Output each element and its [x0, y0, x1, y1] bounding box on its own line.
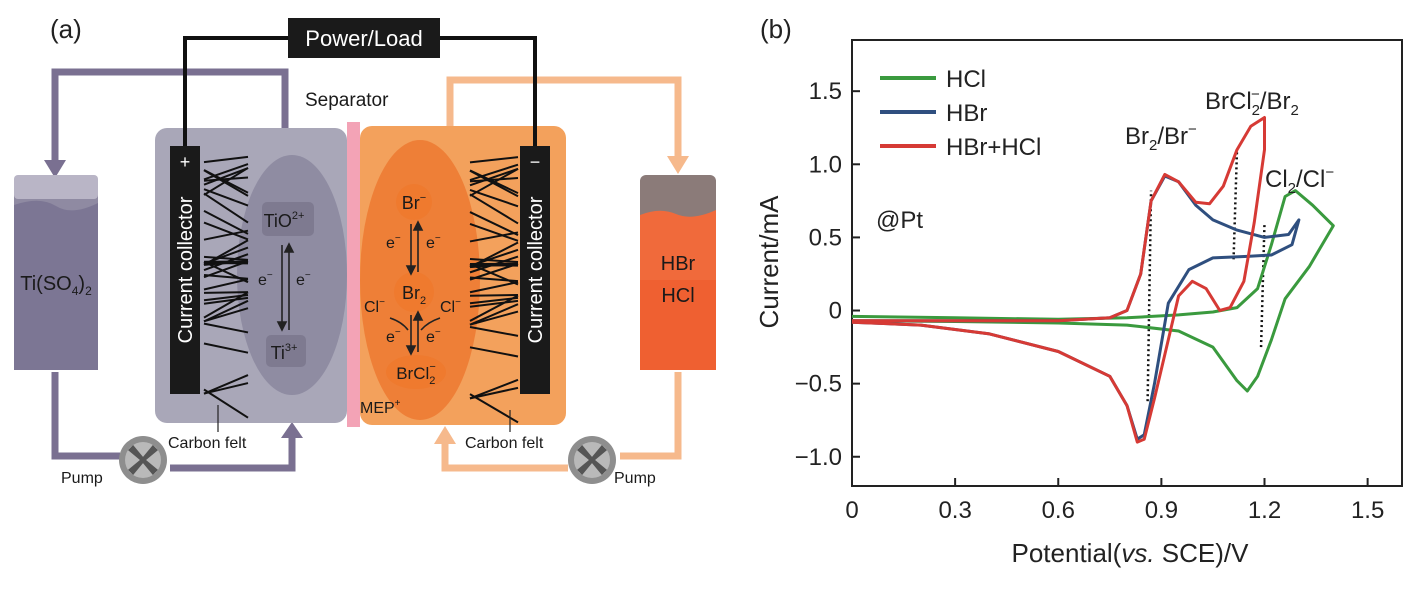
left-sign: +: [180, 152, 191, 172]
x-tick-label: 1.5: [1351, 497, 1384, 524]
cv-chart: (b) 0 0.3 0.6 0.9 1.2 1.5 −1.0 −0.5 0 0.5 1.0 1.5 H…: [720, 0, 1417, 584]
pump-right-icon: [568, 436, 616, 484]
br-peak-label: Br2/Br−: [1125, 121, 1197, 154]
cv-plot: 0 0.3 0.6 0.9 1.2 1.5 −1.0 −0.5 0 0.5 1.0 1.5 HCl HB…: [720, 0, 1417, 584]
separator-membrane: [347, 122, 360, 427]
x-tick-label: 1.2: [1248, 497, 1281, 524]
felt-fiber: [470, 295, 518, 296]
y-tick-label: −1.0: [795, 444, 842, 471]
x-tick-label: 0: [845, 497, 858, 524]
dotted-marker: [1234, 150, 1237, 260]
carbon-felt-right-label: Carbon felt: [465, 435, 544, 452]
plot-border: [852, 40, 1402, 486]
left-collector-label: Current collector: [175, 196, 197, 343]
y-tick-label: 1.0: [809, 151, 842, 178]
x-axis-label: Potential(vs. SCE)/V: [1012, 538, 1250, 568]
legend-label: HCl: [946, 66, 986, 93]
right-collector-label: Current collector: [525, 196, 547, 343]
legend-label: HBr: [946, 100, 987, 127]
left-tank-label: Ti(SO4)2: [20, 273, 92, 298]
right-tank-label-1: HBr: [661, 253, 696, 275]
x-tick-label: 0.3: [938, 497, 971, 524]
series-line-hcl: [852, 191, 1333, 391]
x-tick-label: 0.9: [1145, 497, 1178, 524]
legend-label: HBr+HCl: [946, 134, 1041, 161]
plot-frame: [852, 40, 1402, 486]
series-lines: [852, 118, 1333, 443]
felt-fiber: [204, 292, 248, 293]
separator-label: Separator: [305, 90, 389, 111]
y-tick-label: 0.5: [809, 224, 842, 251]
y-tick-label: −0.5: [795, 371, 842, 398]
pump-right-label: Pump: [614, 470, 656, 487]
dotted-marker: [1261, 223, 1264, 347]
dotted-markers: [1148, 150, 1265, 402]
y-tick-label: 0: [829, 298, 842, 325]
cl-peak-label: Cl2/Cl−: [1265, 164, 1334, 197]
y-axis-label: Current/mA: [754, 195, 784, 329]
schematic-canvas: Power/Load Current collector Current col…: [0, 0, 760, 584]
legend: HCl HBr HBr+HCl: [880, 66, 1041, 161]
pt-annotation: @Pt: [876, 207, 923, 234]
pump-left-icon: [119, 436, 167, 484]
right-tank-label-2: HCl: [661, 285, 694, 307]
panel-a-label: (a): [50, 14, 82, 45]
y-tick-label: 1.5: [809, 78, 842, 105]
right-sign: −: [530, 152, 541, 172]
flow-battery-schematic: Power/Load Current collector Current col…: [0, 0, 760, 584]
power-load-label: Power/Load: [305, 26, 422, 51]
brcl-peak-label: BrCl2−/Br2: [1205, 86, 1299, 119]
series-line-hbr-hcl: [852, 118, 1265, 443]
x-tick-label: 0.6: [1042, 497, 1075, 524]
carbon-felt-left-label: Carbon felt: [168, 435, 247, 452]
panel-b-label: (b): [760, 14, 792, 45]
membrane-label: MEP+: [360, 398, 401, 417]
pump-left-label: Pump: [61, 470, 103, 487]
